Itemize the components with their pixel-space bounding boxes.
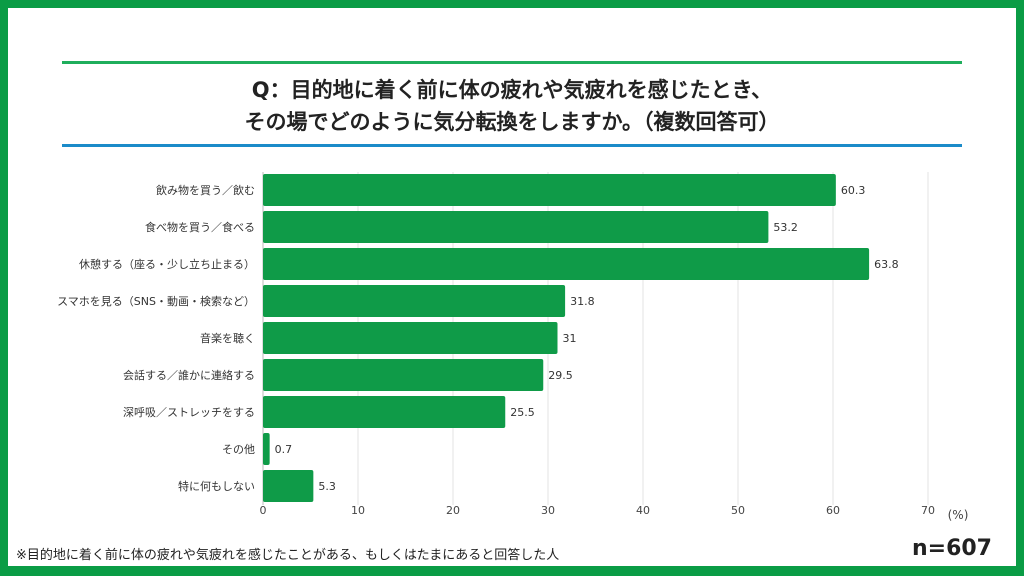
data-label: 63.8	[874, 258, 899, 271]
x-tick-label: 60	[826, 504, 840, 517]
x-tick-label: 10	[351, 504, 365, 517]
data-label: 25.5	[510, 406, 535, 419]
bottom-rule	[62, 144, 962, 147]
category-label: 音楽を聴く	[200, 331, 255, 345]
data-label: 5.3	[318, 480, 336, 493]
x-tick-label: 20	[446, 504, 460, 517]
bar	[263, 174, 836, 206]
bar	[263, 396, 506, 428]
bar	[263, 470, 314, 502]
category-label: 食べ物を買う／食べる	[145, 220, 255, 234]
footnote: ※目的地に着く前に体の疲れや気疲れを感じたことがある、もしくはたまにあると回答し…	[16, 548, 560, 563]
bar	[263, 248, 870, 280]
category-label: その他	[222, 443, 255, 456]
data-label: 29.5	[548, 369, 573, 382]
category-label: スマホを見る（SNS・動画・検索など）	[57, 294, 255, 308]
category-label: 特に何もしない	[178, 479, 255, 493]
x-tick-label: 30	[541, 504, 555, 517]
sample-size: n=607	[911, 536, 992, 561]
category-label: 休憩する（座る・少し立ち止まる）	[79, 257, 255, 271]
data-label: 53.2	[773, 221, 798, 234]
title-line-2: その場でどのように気分転換をしますか。（複数回答可）	[244, 110, 780, 134]
bar	[263, 211, 769, 243]
bar	[263, 359, 544, 391]
data-label: 31.8	[570, 295, 595, 308]
category-label: 飲み物を買う／飲む	[156, 183, 255, 197]
top-rule	[62, 61, 962, 64]
category-label: 会話する／誰かに連絡する	[123, 368, 255, 382]
x-tick-label: 40	[636, 504, 650, 517]
page-title: Q：目的地に着く前に体の疲れや気疲れを感じたとき、 その場でどのように気分転換を…	[8, 74, 1016, 138]
x-tick-label: 50	[731, 504, 745, 517]
x-unit-label: (%)	[948, 508, 969, 522]
category-label: 深呼吸／ストレッチをする	[123, 406, 255, 419]
bar	[263, 285, 566, 317]
data-label: 31	[563, 332, 577, 345]
data-label: 0.7	[275, 443, 293, 456]
title-line-1: Q：目的地に着く前に体の疲れや気疲れを感じたとき、	[251, 78, 773, 102]
x-tick-label: 70	[921, 504, 935, 517]
bar	[263, 322, 558, 354]
slide: Q：目的地に着く前に体の疲れや気疲れを感じたとき、 その場でどのように気分転換を…	[8, 8, 1016, 566]
x-tick-label: 0	[260, 504, 267, 517]
bar	[263, 433, 270, 465]
data-label: 60.3	[841, 184, 866, 197]
